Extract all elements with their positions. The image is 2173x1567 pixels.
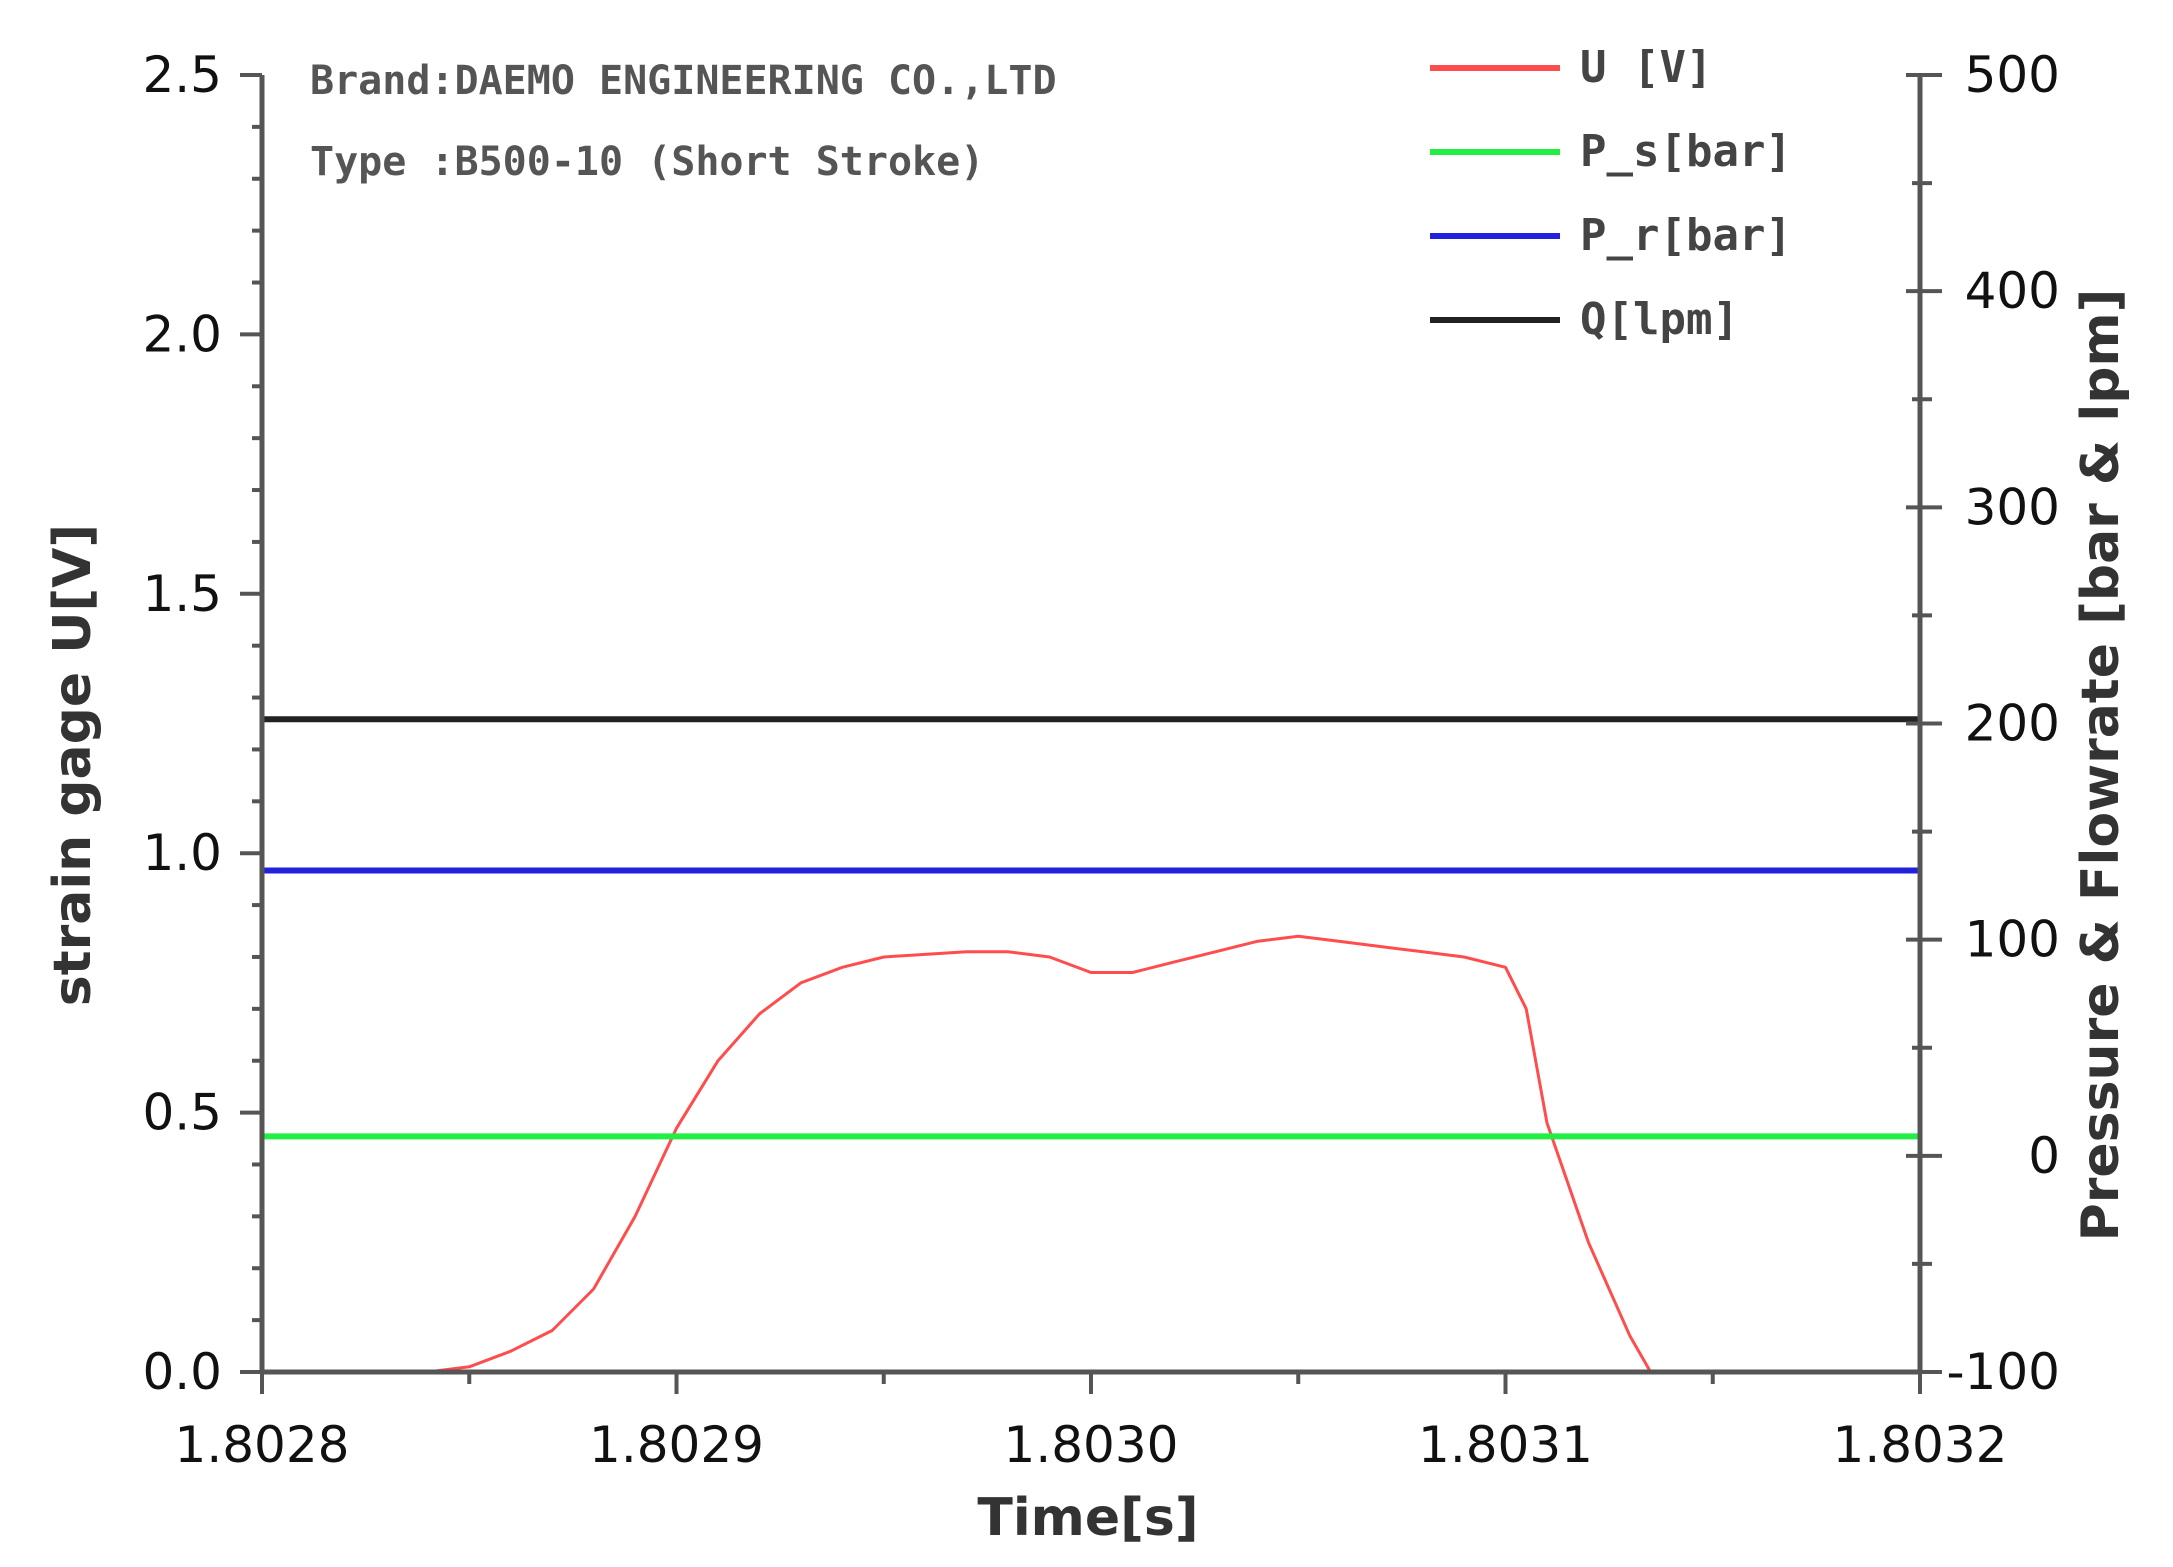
y-tick-label-4: 2.0 bbox=[142, 305, 222, 363]
legend-label-1: P_s[bar] bbox=[1580, 126, 1792, 177]
annotation-type: Type :B500-10 (Short Stroke) bbox=[310, 139, 984, 185]
y2-axis-title: Pressure & Flowrate [bar & lpm] bbox=[2071, 289, 2131, 1242]
y-axis-title: strain gage U[V] bbox=[43, 524, 103, 1006]
y2-tick-label-1: 0 bbox=[2028, 1127, 2060, 1185]
x-tick-label-0: 1.8028 bbox=[175, 1416, 350, 1474]
y2-tick-label-6: 500 bbox=[1965, 46, 2060, 104]
ticks-layer: 1.8028 1.8029 1.8030 1.8031 1.8032 0.0 0.5 1.0 1… bbox=[142, 46, 2060, 1474]
y-tick-label-1: 0.5 bbox=[142, 1084, 222, 1142]
series-layer bbox=[262, 716, 1920, 1374]
y2-tick-label-5: 400 bbox=[1965, 262, 2060, 320]
annotation-brand: Brand:DAEMO ENGINEERING CO.,LTD bbox=[310, 58, 1057, 104]
y-tick-label-5: 2.5 bbox=[142, 46, 222, 104]
y2-tick-label-0: -100 bbox=[1947, 1343, 2060, 1401]
x-tick-label-1: 1.8029 bbox=[589, 1416, 764, 1474]
y-tick-label-3: 1.5 bbox=[142, 565, 222, 623]
y2-tick-label-2: 100 bbox=[1965, 911, 2060, 969]
y-tick-label-0: 0.0 bbox=[142, 1343, 222, 1401]
y-tick-label-2: 1.0 bbox=[142, 824, 222, 882]
legend-label-0: U [V] bbox=[1580, 42, 1712, 93]
axes-layer bbox=[259, 75, 1923, 1375]
legend: U [V] P_s[bar] P_r[bar] Q[lpm] bbox=[1430, 42, 1792, 345]
x-tick-label-2: 1.8030 bbox=[1004, 1416, 1179, 1474]
series-line-0 bbox=[427, 934, 1652, 1374]
x-tick-label-4: 1.8032 bbox=[1833, 1416, 2008, 1474]
y2-tick-label-3: 200 bbox=[1965, 695, 2060, 753]
legend-label-3: Q[lpm] bbox=[1580, 294, 1739, 345]
x-tick-label-3: 1.8031 bbox=[1418, 1416, 1593, 1474]
legend-label-2: P_r[bar] bbox=[1580, 210, 1792, 261]
y2-tick-label-4: 300 bbox=[1965, 478, 2060, 536]
x-axis-title: Time[s] bbox=[977, 1488, 1198, 1548]
